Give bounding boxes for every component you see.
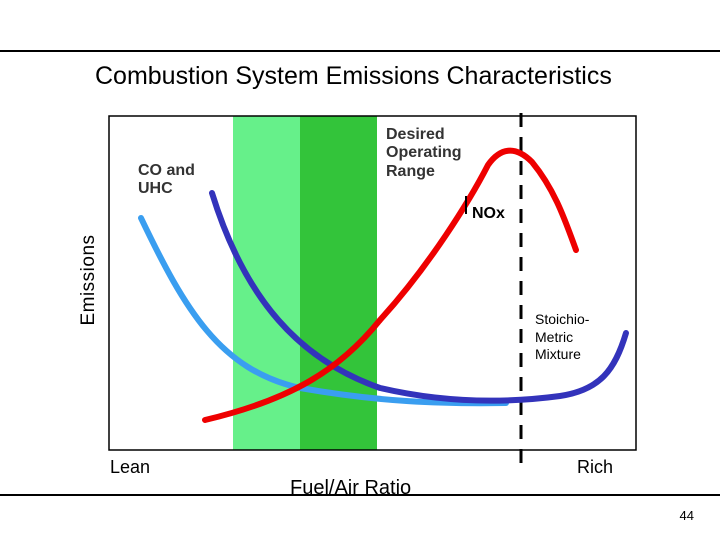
plot-frame — [108, 115, 637, 451]
page-number: 44 — [679, 508, 694, 523]
lean-label: Lean — [110, 457, 151, 477]
bottom-rule — [0, 494, 720, 496]
nox-curve — [202, 147, 579, 423]
stoichiometric-label: Stoichio-Metric Mixture — [535, 311, 590, 362]
co-uhc-label: CO and UHC — [138, 162, 195, 198]
nox-label: NOx — [472, 205, 505, 222]
desired-operating-range-label: Desired Operating Range — [386, 126, 462, 180]
slide-title: Combustion System Emissions Characterist… — [95, 62, 612, 90]
co-uhc-curve-dark — [209, 190, 629, 404]
rich-label: Rich — [577, 457, 614, 477]
x-axis-label: Fuel/Air Ratio — [290, 477, 412, 499]
top-rule — [0, 50, 720, 52]
